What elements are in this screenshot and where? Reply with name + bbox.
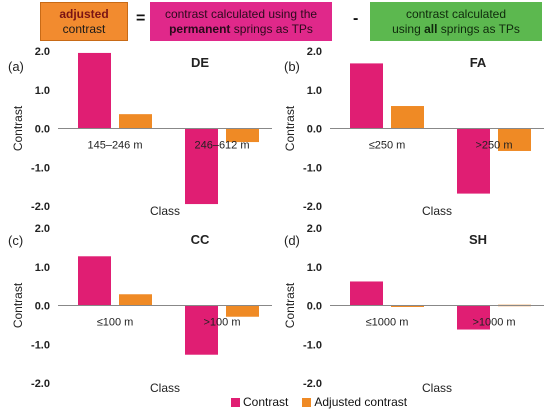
bar-cc-adjusted-1 bbox=[119, 294, 152, 306]
y-axis-label-de: Contrast bbox=[11, 105, 25, 151]
y-tick-label-cc: 2.0 bbox=[35, 223, 50, 235]
category-label-fa-2: >250 m bbox=[476, 140, 513, 152]
contrast-swatch bbox=[231, 397, 240, 407]
bar-fa-adjusted-1 bbox=[391, 106, 424, 129]
y-tick-label-cc: -2.0 bbox=[31, 378, 50, 390]
adjusted-swatch bbox=[302, 397, 312, 407]
all-box-line1: contrast calculated bbox=[405, 7, 507, 22]
bar-fa-adjusted-2 bbox=[498, 128, 531, 151]
y-tick-label-de: -2.0 bbox=[31, 201, 50, 213]
y-tick-label-sh: 2.0 bbox=[307, 223, 322, 235]
y-tick-label-cc: -1.0 bbox=[31, 339, 50, 351]
category-label-cc-2: >100 m bbox=[204, 317, 241, 329]
bar-de-contrast-1 bbox=[78, 52, 111, 129]
y-tick-label-de: 0.0 bbox=[35, 124, 50, 136]
y-tick-label-sh: 0.0 bbox=[307, 301, 322, 313]
y-tick-label-sh: -2.0 bbox=[303, 378, 322, 390]
y-tick-label-sh: -1.0 bbox=[303, 339, 322, 351]
bar-sh-contrast-2 bbox=[457, 305, 490, 330]
category-label-de-1: 145–246 m bbox=[87, 140, 142, 152]
category-label-sh-1: ≤1000 m bbox=[366, 317, 409, 329]
panel-letter-sh: (d) bbox=[284, 233, 300, 248]
legend-item-adjusted: Adjusted contrast bbox=[302, 395, 407, 409]
legend-item-contrast: Contrast bbox=[231, 395, 288, 409]
bar-sh-contrast-1 bbox=[350, 281, 383, 306]
category-label-de-2: 246–612 m bbox=[194, 140, 249, 152]
all-box-pre: using bbox=[392, 21, 425, 36]
y-axis-label-fa: Contrast bbox=[283, 105, 297, 151]
legend-contrast-label: Contrast bbox=[243, 395, 289, 409]
y-tick-label-cc: 0.0 bbox=[35, 301, 50, 313]
y-tick-label-fa: 1.0 bbox=[307, 85, 322, 97]
chart-title-de: DE bbox=[191, 55, 209, 70]
adjusted-box-line1: adjusted bbox=[59, 7, 109, 22]
bar-fa-contrast-2 bbox=[457, 128, 490, 194]
x-axis-label-sh: Class bbox=[422, 381, 452, 395]
minus-sign: - bbox=[353, 10, 359, 27]
x-axis-label-de: Class bbox=[150, 204, 180, 218]
panel-letter-fa: (b) bbox=[284, 59, 300, 74]
bar-cc-contrast-1 bbox=[78, 256, 111, 306]
chart-title-cc: CC bbox=[191, 232, 210, 247]
permanent-box-line2: springs as TPs bbox=[230, 21, 313, 36]
panel-letter-cc: (c) bbox=[8, 233, 23, 248]
y-tick-label-sh: 1.0 bbox=[307, 262, 322, 274]
adjusted-box-line2: contrast bbox=[62, 21, 106, 36]
x-axis-label-cc: Class bbox=[150, 381, 180, 395]
x-axis-label-fa: Class bbox=[422, 204, 452, 218]
bar-cc-adjusted-2 bbox=[226, 305, 259, 317]
bar-de-adjusted-1 bbox=[119, 114, 152, 129]
permanent-box-line1: contrast calculated using the bbox=[164, 7, 318, 22]
all-box-post: springs as TPs bbox=[437, 21, 520, 36]
legend-adjusted-label: Adjusted contrast bbox=[314, 395, 408, 409]
y-tick-label-fa: 2.0 bbox=[307, 46, 322, 58]
y-tick-label-cc: 1.0 bbox=[35, 262, 50, 274]
bottom-legend: Contrast Adjusted contrast bbox=[231, 395, 407, 409]
all-springs-box: contrast calculated using all springs as… bbox=[370, 2, 542, 41]
y-tick-label-de: -1.0 bbox=[31, 162, 50, 174]
permanent-springs-box: contrast calculated using the permanent … bbox=[150, 2, 332, 41]
y-axis-label-sh: Contrast bbox=[283, 282, 297, 328]
bar-de-adjusted-2 bbox=[226, 128, 259, 143]
equals-sign: = bbox=[136, 10, 146, 27]
permanent-box-bold: permanent bbox=[169, 21, 231, 36]
bar-cc-contrast-2 bbox=[185, 305, 218, 355]
chart-title-sh: SH bbox=[469, 232, 487, 247]
category-label-sh-2: >1000 m bbox=[472, 317, 515, 329]
panel-letter-de: (a) bbox=[8, 59, 24, 74]
y-axis-label-cc: Contrast bbox=[11, 282, 25, 328]
y-tick-label-de: 2.0 bbox=[35, 46, 50, 58]
y-tick-label-fa: 0.0 bbox=[307, 124, 322, 136]
category-label-fa-1: ≤250 m bbox=[369, 140, 406, 152]
category-label-cc-1: ≤100 m bbox=[97, 317, 134, 329]
y-tick-label-fa: -1.0 bbox=[303, 162, 322, 174]
adjusted-contrast-box: adjusted contrast bbox=[40, 2, 128, 41]
all-box-bold: all bbox=[424, 21, 438, 36]
y-tick-label-de: 1.0 bbox=[35, 85, 50, 97]
bar-fa-contrast-1 bbox=[350, 63, 383, 129]
bar-de-contrast-2 bbox=[185, 128, 218, 205]
y-tick-label-fa: -2.0 bbox=[303, 201, 322, 213]
chart-title-fa: FA bbox=[470, 55, 487, 70]
bar-sh-adjusted-1 bbox=[391, 305, 424, 307]
